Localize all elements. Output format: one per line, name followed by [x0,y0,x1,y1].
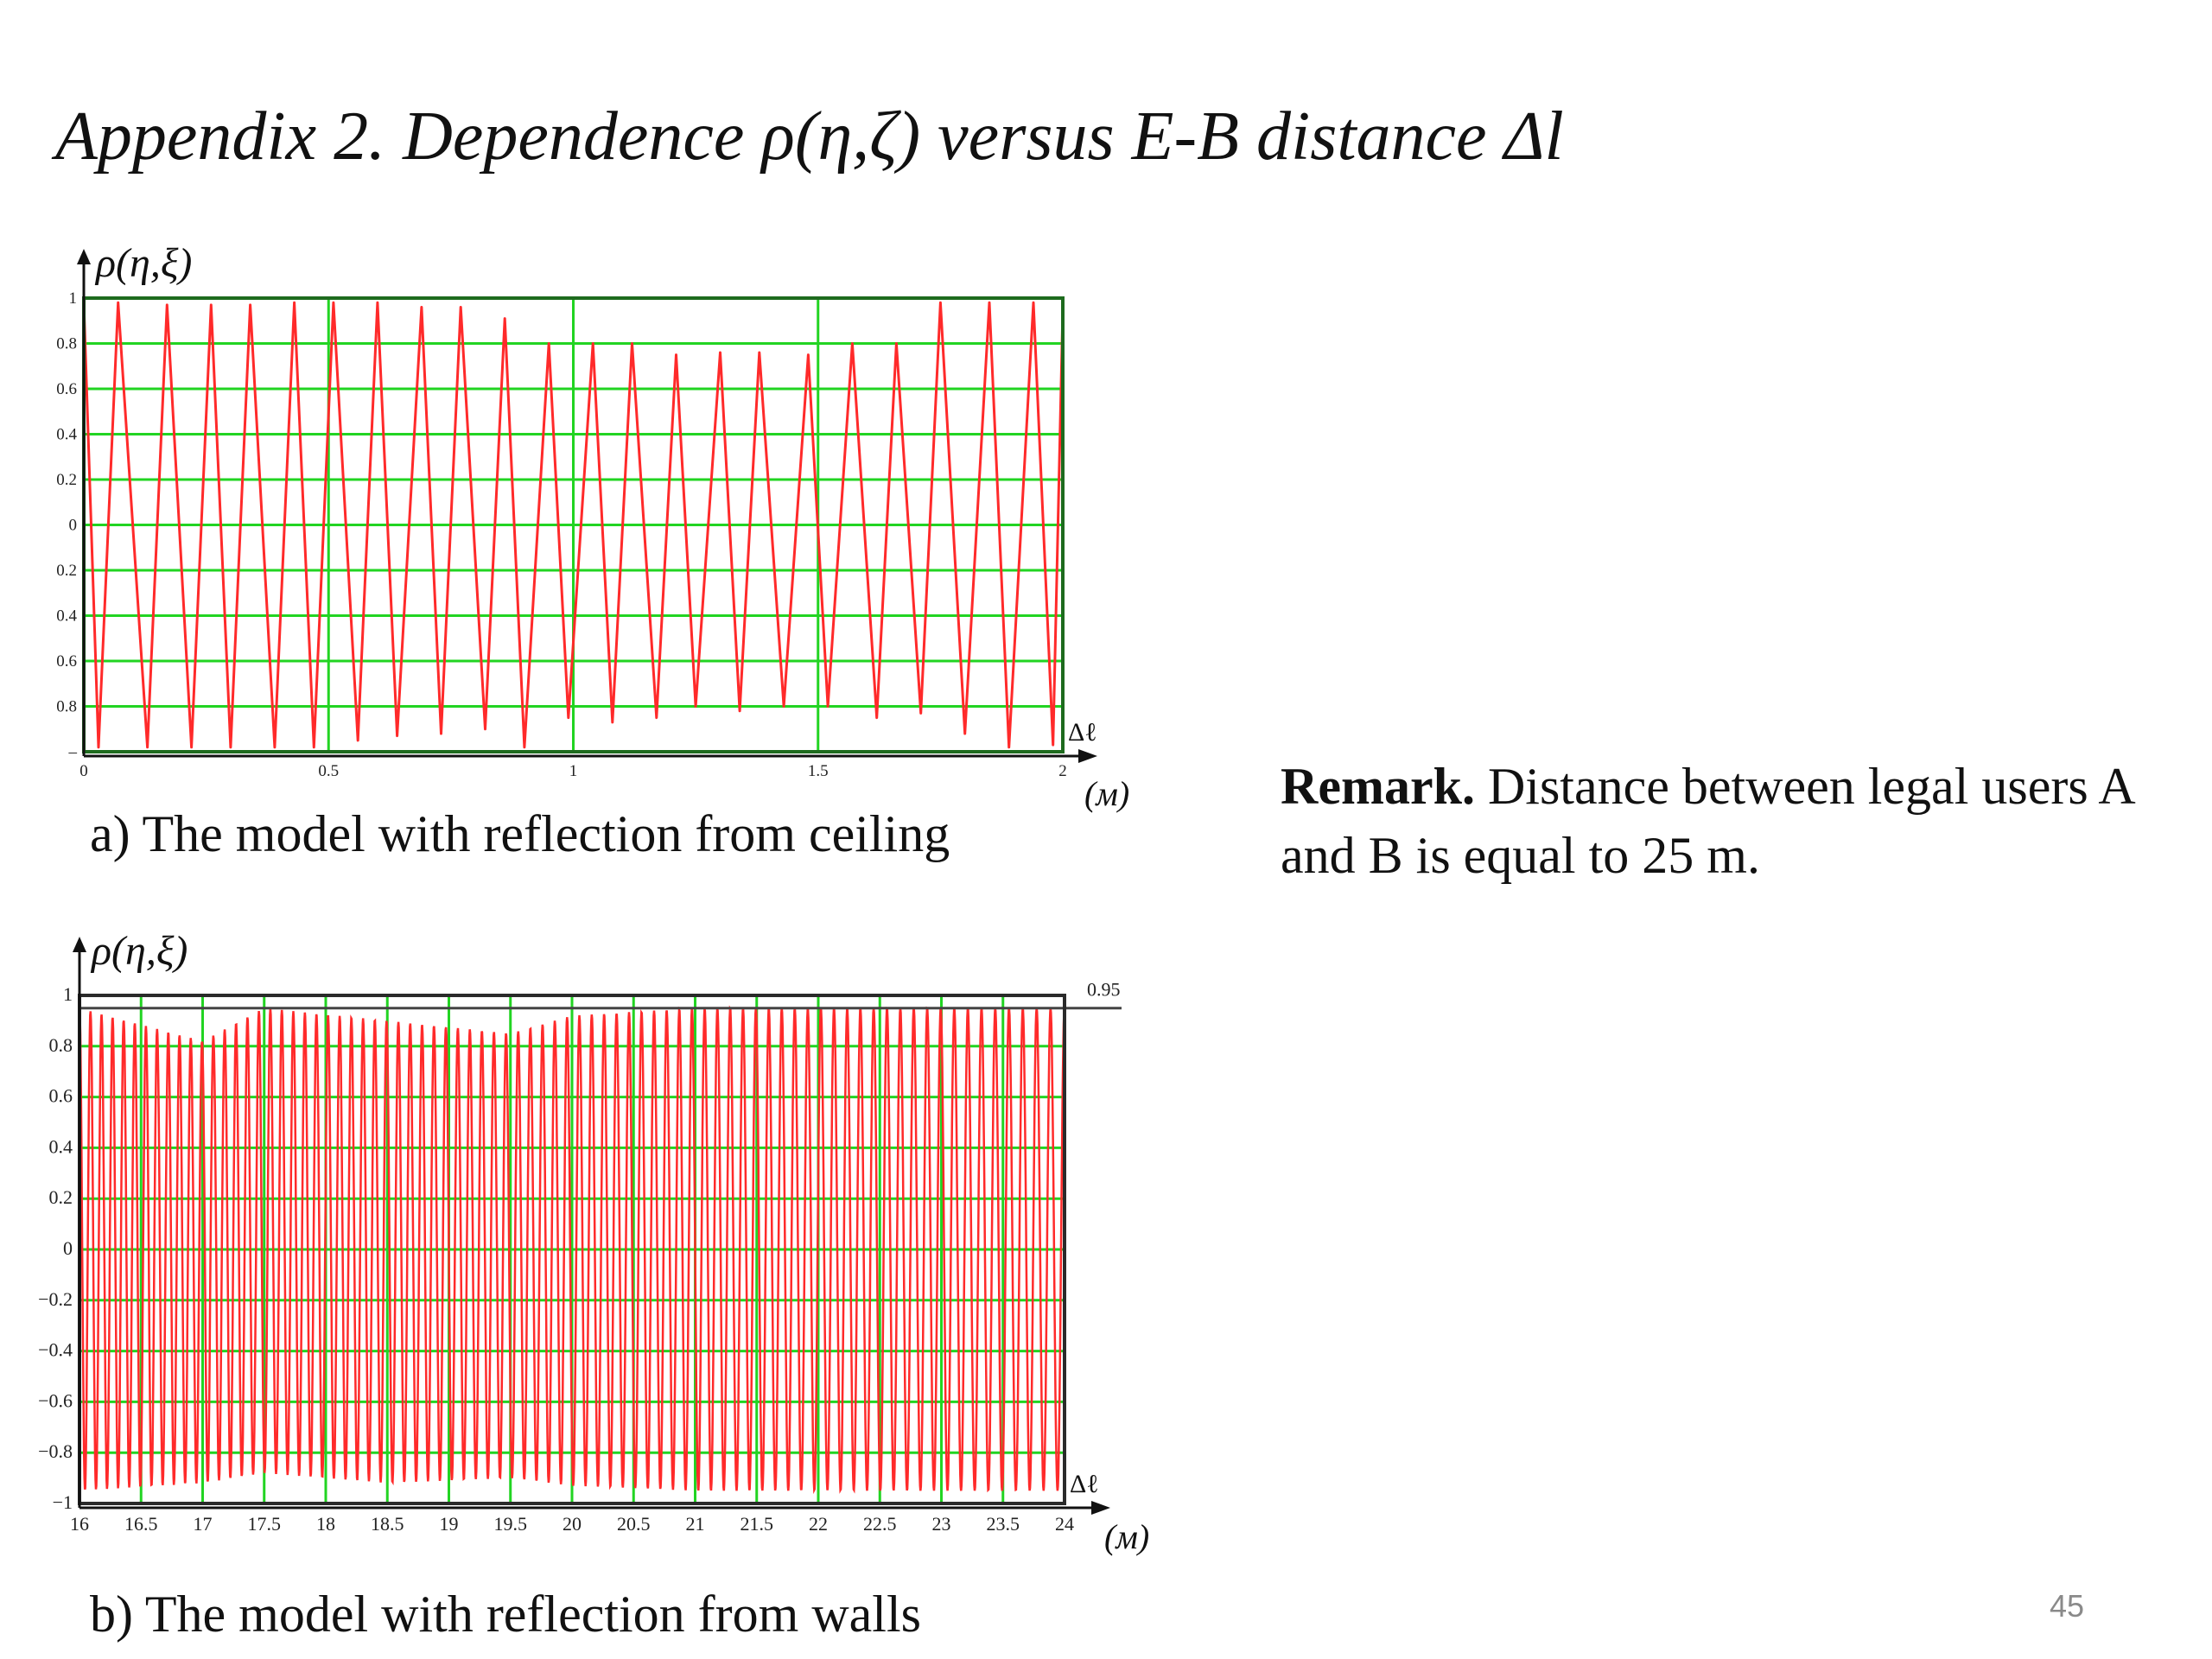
y-axis-title: ρ(η,ξ) [94,240,192,286]
x-axis-title: Δℓ [1070,1470,1099,1498]
chart-ceiling-reflection: 10.80.60.40.200.20.40.60.8–0 0.5 1 1.5 2ρ(η,… [56,240,1129,813]
caption-walls-model: b) The model with reflection from walls [90,1586,921,1643]
y-axis-title: ρ(η,ξ) [90,928,188,974]
y-tick-label: 0.6 [56,652,77,671]
x-tick-label: 19 [440,1513,459,1535]
x-tick-label: 23 [932,1513,951,1535]
y-tick-label: −0.4 [38,1339,73,1361]
chart-wall-reflection: 0.95 1 0.8 0.6 0.4 0.2 0 −0.2 −0.4 −0.6 −0.8 −116 16… [38,928,1149,1556]
y-tick-label: 0.2 [49,1186,73,1208]
remark-body: Distance between legal users A and B is … [1281,758,2133,884]
y-axis-arrow [73,937,86,952]
y-tick-label: 0.4 [49,1135,73,1157]
y-tick-label: 0.2 [56,562,77,580]
series-line [82,301,1065,749]
x-tick-label: 1 [569,762,578,780]
y-tick-label: −0.6 [38,1389,73,1411]
x-tick-label: 21.5 [741,1513,774,1535]
x-tick-label: 22 [809,1513,828,1535]
y-tick-label: 0 [63,1237,73,1259]
y-tick-label: – [68,743,78,761]
x-tick-label: 0.5 [318,762,339,780]
x-tick-label: 22.5 [863,1513,897,1535]
page-number: 45 [2050,1588,2085,1624]
caption-ceiling-model: a) The model with reflection from ceilin… [90,805,950,862]
y-tick-label: 0 [69,517,78,535]
y-tick-label: 0.8 [56,698,77,716]
y-axis-arrow [77,249,91,264]
y-tick-label: 0.2 [56,471,77,489]
x-tick-label: 19.5 [494,1513,528,1535]
x-tick-label: 1.5 [808,762,829,780]
x-axis-arrow [1078,749,1097,763]
x-axis-unit: (м) [1104,1517,1149,1556]
x-tick-label: 23.5 [987,1513,1020,1535]
x-axis-arrow [1091,1501,1110,1515]
x-tick-label: 17.5 [248,1513,282,1535]
x-tick-label: 18 [316,1513,335,1535]
y-tick-label: 0.6 [56,380,77,398]
y-tick-label: 0.4 [56,426,77,444]
x-tick-label: 16 [70,1513,89,1535]
y-tick-label: 1 [63,983,73,1005]
x-tick-label: 18.5 [371,1513,404,1535]
x-tick-label: 17 [194,1513,213,1535]
y-tick-label: 0.4 [56,607,77,626]
remark-text: Remark. Distance between legal users A a… [1281,752,2162,890]
x-tick-label: 0 [79,762,88,780]
x-axis-title: Δℓ [1068,718,1097,747]
slide-title: Appendix 2. Dependence ρ(η,ζ) versus E-B… [55,99,1564,175]
y-tick-label: 0.8 [56,335,77,353]
x-tick-label: 20.5 [617,1513,651,1535]
x-tick-label: 21 [686,1513,705,1535]
reference-line-label: 0.95 [1087,979,1121,1001]
x-tick-label: 2 [1058,762,1067,780]
x-tick-label: 24 [1055,1513,1074,1535]
x-tick-label: 20 [563,1513,582,1535]
y-tick-label: −1 [53,1491,73,1513]
x-axis-unit: (м) [1084,774,1129,813]
y-tick-label: 0.6 [49,1085,73,1107]
remark-heading: Remark. [1281,758,1475,815]
y-tick-label: 0.8 [49,1034,73,1056]
x-tick-label: 16.5 [124,1513,158,1535]
y-tick-label: −0.8 [38,1440,73,1462]
y-tick-label: 1 [69,289,78,308]
y-tick-label: −0.2 [38,1288,73,1310]
